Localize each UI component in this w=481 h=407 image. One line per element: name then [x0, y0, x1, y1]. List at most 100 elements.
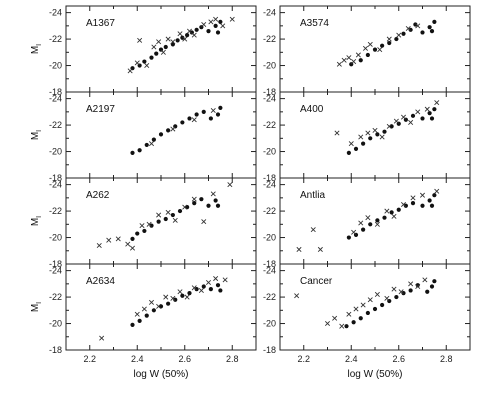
data-point-cross — [374, 291, 380, 297]
data-point-cross — [358, 134, 364, 140]
data-point-cross — [210, 191, 216, 197]
data-point-cross — [222, 277, 228, 283]
data-point-cross — [372, 127, 378, 133]
data-point-dot — [215, 283, 221, 288]
data-point-cross — [229, 16, 235, 22]
y-tick-label: -22 — [263, 292, 276, 302]
data-point-dot — [375, 132, 380, 137]
data-point-dot — [368, 136, 373, 141]
data-point-dot — [158, 132, 164, 137]
data-point-cross — [125, 241, 131, 247]
data-point-dot — [382, 129, 387, 134]
x-tick-label: 2.2 — [297, 354, 310, 364]
y-tick-label: -20 — [49, 319, 62, 329]
data-point-cross — [156, 303, 162, 309]
data-point-dot — [180, 293, 185, 298]
data-point-dot — [353, 146, 359, 151]
data-point-cross — [220, 23, 226, 29]
data-point-cross — [358, 220, 364, 226]
panel-a2197: -18 -20 -22 -24 MI A2197 — [30, 91, 257, 183]
y-tick-label: -18 — [49, 173, 62, 183]
data-point-dot — [154, 51, 159, 56]
data-point-dot — [163, 216, 168, 222]
data-point-cross — [160, 49, 166, 55]
y-tick-label: -22 — [263, 34, 276, 44]
data-point-dot — [215, 112, 221, 117]
data-point-dot — [427, 111, 432, 116]
x-tick-label: 2.2 — [83, 354, 96, 364]
data-point-cross — [434, 188, 440, 194]
panel-label: A262 — [86, 190, 110, 201]
data-point-dot — [372, 47, 378, 52]
data-point-dot — [206, 29, 211, 34]
y-tick-label: -22 — [263, 120, 276, 130]
data-point-dot — [365, 52, 370, 58]
data-point-cross — [210, 108, 216, 114]
data-point-dot — [382, 215, 387, 220]
data-point-cross — [201, 22, 207, 28]
data-point-cross — [170, 39, 176, 45]
y-tick-label: -24 — [263, 94, 276, 104]
data-point-dot — [215, 30, 221, 35]
data-point-dot — [170, 212, 175, 218]
data-point-cross — [172, 217, 178, 223]
data-point-cross — [415, 109, 421, 115]
data-point-cross — [182, 36, 188, 42]
data-point-cross — [419, 192, 426, 198]
data-point-dot — [151, 137, 156, 142]
data-point-dot — [432, 193, 437, 198]
data-point-dot — [149, 223, 154, 228]
y-tick-label: -24 — [49, 266, 62, 276]
data-point-dot — [192, 201, 197, 206]
data-point-cross — [332, 315, 338, 321]
panel-label: Cancer — [300, 276, 333, 287]
data-point-cross — [336, 61, 342, 67]
y-axis-label: MI — [30, 302, 43, 312]
data-point-dot — [403, 203, 408, 208]
data-point-dot — [365, 310, 370, 316]
data-point-cross — [191, 285, 197, 291]
data-point-cross — [405, 25, 411, 32]
y-axis-label: MI — [30, 44, 43, 54]
data-point-cross — [205, 280, 212, 286]
panel-a2634: -18 -20 -22 -24 2.2 2.4 2.6 2.8 log W (50%) MI A26… — [30, 263, 257, 380]
data-point-cross — [137, 37, 143, 43]
data-point-cross — [151, 44, 157, 50]
data-point-dot — [415, 283, 420, 288]
data-point-cross — [146, 221, 152, 227]
data-point-cross — [165, 209, 171, 215]
data-point-cross — [227, 182, 233, 188]
data-point-dot — [375, 218, 380, 223]
data-point-dot — [130, 150, 135, 155]
data-point-dot — [218, 105, 223, 110]
data-point-dot — [180, 35, 185, 40]
data-point-cross — [208, 19, 214, 25]
data-point-cross — [129, 245, 136, 251]
data-point-cross — [341, 57, 347, 63]
data-point-dot — [408, 27, 413, 32]
y-tick-label: -18 — [263, 87, 276, 97]
data-point-dot — [432, 19, 437, 24]
data-point-cross — [96, 242, 102, 248]
data-point-cross — [424, 106, 430, 112]
y-tick-label: -24 — [49, 94, 62, 104]
data-point-cross — [163, 294, 169, 300]
data-point-cross — [393, 118, 399, 124]
data-point-cross — [365, 215, 371, 221]
panel-a262: -18 -20 -22 -24 MI A262 — [30, 177, 257, 269]
data-point-dot — [213, 198, 218, 203]
data-point-dot — [429, 29, 435, 34]
data-point-dot — [372, 306, 378, 312]
data-point-cross — [213, 276, 219, 282]
data-point-dot — [187, 116, 192, 121]
data-point-cross — [339, 323, 345, 329]
y-tick-label: -18 — [49, 259, 62, 269]
panel-label: A2634 — [86, 276, 115, 287]
data-point-cross — [294, 293, 300, 299]
data-point-dot — [173, 297, 178, 302]
data-point-cross — [400, 201, 407, 207]
data-point-cross — [400, 114, 407, 120]
data-point-dot — [180, 120, 185, 125]
data-point-cross — [360, 302, 366, 308]
panel-label: A1367 — [86, 18, 115, 29]
